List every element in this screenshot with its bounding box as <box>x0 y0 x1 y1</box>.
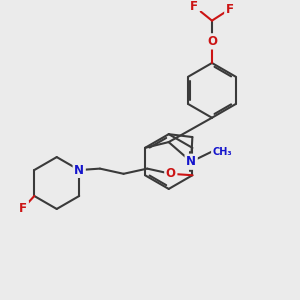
Text: CH₃: CH₃ <box>212 147 232 157</box>
Text: F: F <box>19 202 27 214</box>
Text: F: F <box>190 0 198 13</box>
Text: N: N <box>74 164 84 177</box>
Text: F: F <box>226 3 234 16</box>
Text: N: N <box>186 155 196 168</box>
Text: O: O <box>166 167 176 180</box>
Text: O: O <box>207 35 217 48</box>
Text: CH₃: CH₃ <box>212 147 232 157</box>
Text: F: F <box>226 3 234 16</box>
Text: F: F <box>190 0 198 13</box>
Text: F: F <box>19 202 27 214</box>
Text: O: O <box>166 167 176 180</box>
Text: O: O <box>207 35 217 48</box>
Text: N: N <box>186 155 196 168</box>
Text: N: N <box>74 164 84 177</box>
